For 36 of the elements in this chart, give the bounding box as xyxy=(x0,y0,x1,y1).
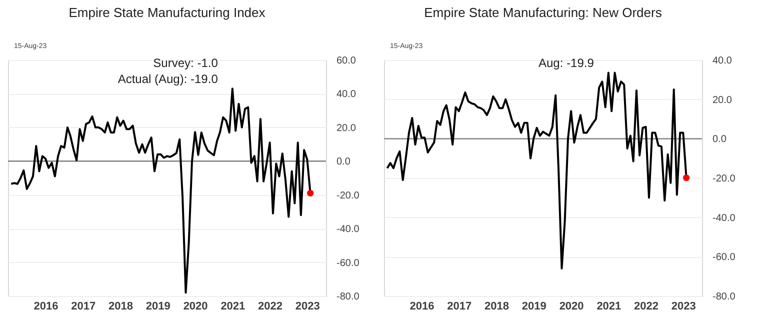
x-tick-label: 2018 xyxy=(108,300,133,312)
x-tick-label: 2019 xyxy=(146,300,170,312)
x-tick-label: 2021 xyxy=(220,300,246,312)
x-tick-label: 2020 xyxy=(183,300,208,312)
y-tick-label: -80.0 xyxy=(336,292,360,302)
y-tick-label: 20.0 xyxy=(336,122,356,134)
x-tick-label: 2017 xyxy=(71,300,96,312)
annotation: Survey: -1.0 xyxy=(153,56,218,70)
y-tick-label: 0.0 xyxy=(712,134,727,146)
y-tick-label: -60.0 xyxy=(712,252,736,264)
y-tick-label: -60.0 xyxy=(336,258,360,269)
chart-title: Empire State Manufacturing: New Orders xyxy=(424,5,662,20)
x-tick-label: 2023 xyxy=(295,300,320,312)
x-tick-label: 2022 xyxy=(258,300,283,312)
x-tick-label: 2016 xyxy=(410,300,434,312)
y-tick-label: 20.0 xyxy=(712,94,732,106)
y-tick-label: 40.0 xyxy=(336,89,356,100)
x-tick-label: 2023 xyxy=(671,300,696,312)
y-tick-label: 0.0 xyxy=(336,156,351,168)
y-tick-label: -40.0 xyxy=(712,212,736,224)
annotation: Actual (Aug): -19.0 xyxy=(118,72,218,86)
x-tick-label: 2019 xyxy=(522,300,546,312)
x-tick-label: 2022 xyxy=(634,300,659,312)
chart-title: Empire State Manufacturing Index xyxy=(68,5,266,20)
y-tick-label: -20.0 xyxy=(336,190,360,202)
y-tick-label: -80.0 xyxy=(712,292,736,302)
y-tick-label: 60.0 xyxy=(336,56,356,66)
y-tick-label: -20.0 xyxy=(712,174,736,184)
annotation: Aug: -19.9 xyxy=(538,56,594,70)
x-tick-label: 2017 xyxy=(447,300,472,312)
x-tick-label: 2020 xyxy=(559,300,584,312)
y-tick-label: -40.0 xyxy=(336,224,360,236)
x-tick-label: 2018 xyxy=(484,300,509,312)
y-tick-label: 40.0 xyxy=(712,56,732,66)
x-tick-label: 2016 xyxy=(34,300,58,312)
x-tick-label: 2021 xyxy=(596,300,622,312)
